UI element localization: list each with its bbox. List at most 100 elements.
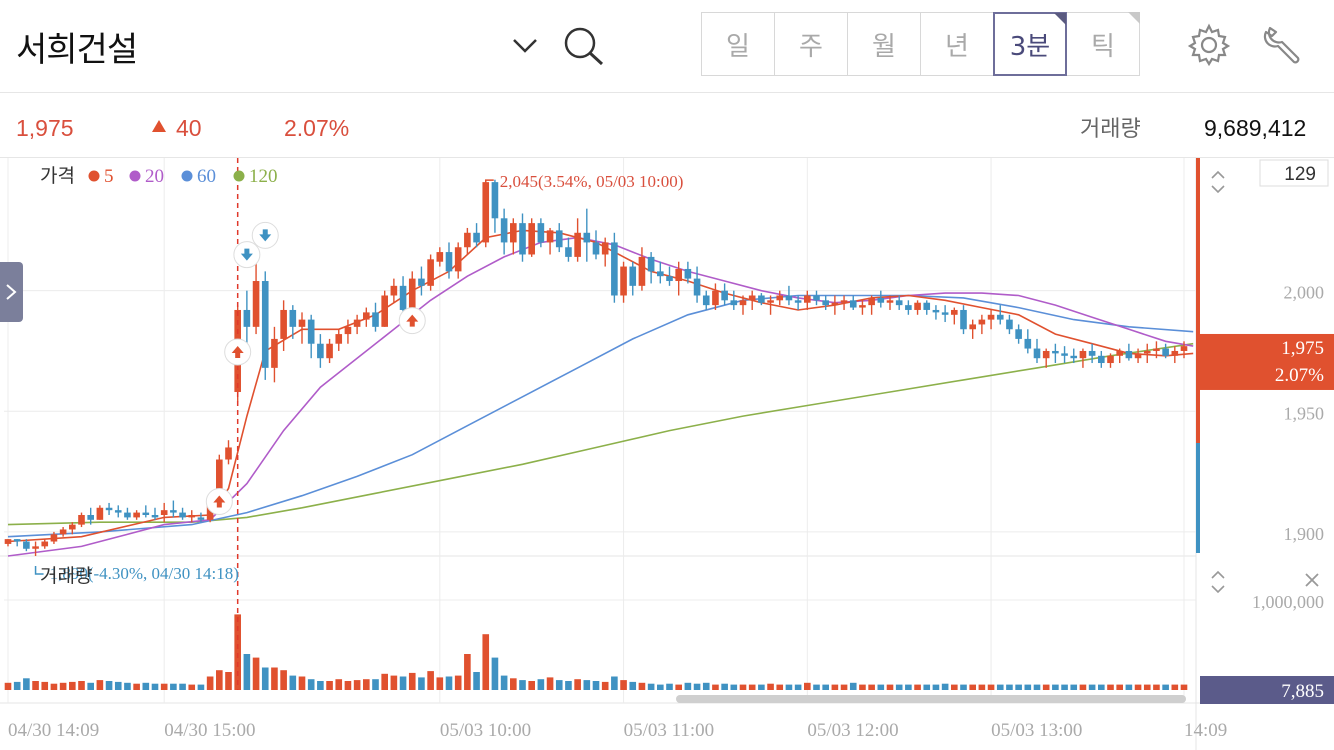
high-marker <box>485 179 494 189</box>
candle-body <box>69 524 76 530</box>
chevron-down-icon[interactable] <box>508 30 542 60</box>
candle-body <box>124 512 131 518</box>
volume-bar <box>13 681 21 690</box>
candle-body <box>261 281 269 368</box>
low-annotation: 1,890(-4.30%, 04/30 14:18) <box>50 564 239 583</box>
volume-bar <box>225 672 232 690</box>
candle-body <box>1116 350 1123 356</box>
volume-bar <box>822 684 829 690</box>
current-price-tag-pct: 2.07% <box>1275 365 1324 386</box>
volume-bar <box>427 671 434 690</box>
candle-body <box>418 278 425 286</box>
candle-body <box>436 252 444 262</box>
volume-bar <box>868 684 875 690</box>
volume-bar <box>142 682 150 690</box>
candle-body <box>13 539 21 542</box>
current-price-tag <box>1200 333 1334 390</box>
volume-bar <box>684 682 692 690</box>
volume-bar <box>280 670 287 690</box>
wrench-icon[interactable] <box>1260 22 1306 68</box>
candle-body <box>188 514 196 518</box>
volume-bar <box>1162 684 1169 690</box>
candle-body <box>1098 355 1105 364</box>
candle-body <box>114 510 122 513</box>
volume-bar <box>638 682 646 690</box>
candle-body <box>1125 350 1133 359</box>
expand-arrows-icon[interactable] <box>1211 570 1225 594</box>
volume-bar <box>629 681 637 690</box>
period-tab[interactable]: 틱 <box>1066 12 1140 76</box>
volume-bar <box>1116 684 1123 690</box>
candle-body <box>179 512 186 518</box>
range-up-bar <box>1196 158 1200 443</box>
volume-bar <box>895 684 903 690</box>
volume-bar <box>969 684 976 690</box>
volume-bar <box>1079 684 1087 690</box>
time-tick-label: 05/03 10:00 <box>440 720 531 741</box>
period-tabs: 일 주 월 년 3분 틱 <box>701 12 1140 76</box>
ma60-line <box>7 294 1194 538</box>
volume-bar <box>170 683 177 690</box>
volume-bar <box>1042 684 1050 690</box>
volume-bar <box>372 679 379 690</box>
candle-body <box>96 507 104 520</box>
candle-body <box>105 507 113 511</box>
volume-bar <box>758 684 765 690</box>
ma5-line <box>7 229 1194 543</box>
period-tab[interactable]: 일 <box>701 12 775 76</box>
volume-bar <box>1180 684 1188 690</box>
volume-bar <box>804 682 811 690</box>
volume-bar <box>418 677 425 690</box>
volume-bar <box>601 681 609 690</box>
volume-bar <box>243 654 251 690</box>
candle-body <box>317 343 324 359</box>
period-tab[interactable]: 년 <box>920 12 994 76</box>
candle-body <box>730 300 738 306</box>
volume-bar <box>657 684 664 690</box>
volume-bar <box>234 614 241 690</box>
ma120-line <box>7 342 1194 526</box>
candle-body <box>748 295 756 301</box>
period-tab[interactable]: 3분 <box>993 12 1067 76</box>
gear-icon[interactable] <box>1186 22 1232 68</box>
volume-bar <box>124 682 131 690</box>
volume-bar <box>1052 684 1059 690</box>
volume-bar <box>794 684 802 690</box>
volume-value: 9,689,412 <box>1204 115 1307 141</box>
search-icon[interactable] <box>560 24 606 68</box>
candle-body <box>712 290 719 306</box>
stock-title[interactable]: 서희건설 <box>16 30 138 70</box>
volume-bar <box>197 684 205 690</box>
candle-body <box>390 285 398 296</box>
side-panel-toggle[interactable] <box>0 262 23 322</box>
expand-arrows-icon[interactable] <box>1211 170 1225 194</box>
period-tab[interactable]: 월 <box>847 12 921 76</box>
price-chart[interactable]: 2,000 1,950 1,900 1,000,000 04/30 14:09 04/30… <box>0 158 1334 750</box>
candle-body <box>987 314 995 320</box>
time-tick-label: 04/30 15:00 <box>164 720 255 741</box>
candle-body <box>601 242 609 255</box>
period-tab[interactable]: 주 <box>774 12 848 76</box>
volume-bar <box>519 680 526 690</box>
price-legend-title: 가격 <box>40 165 75 187</box>
candle-body <box>170 510 177 513</box>
volume-bar <box>454 675 462 690</box>
volume-bar <box>528 681 535 690</box>
ma-legend-dot <box>233 170 245 182</box>
horizontal-scrollbar[interactable] <box>676 695 1186 703</box>
volume-bar <box>620 680 627 690</box>
candle-body <box>638 256 646 286</box>
candle-body <box>905 305 912 310</box>
volume-bar <box>96 680 104 690</box>
candle-body <box>4 539 12 544</box>
candle-body <box>519 223 526 255</box>
close-icon[interactable] <box>1305 573 1319 587</box>
volume-bar <box>133 683 140 690</box>
candle-body <box>620 266 627 296</box>
candle-body <box>537 223 545 243</box>
candle-body <box>482 182 490 243</box>
candle-body <box>647 256 655 272</box>
volume-bar <box>1171 684 1179 690</box>
volume-bar <box>500 675 508 690</box>
candle-body <box>23 541 30 549</box>
